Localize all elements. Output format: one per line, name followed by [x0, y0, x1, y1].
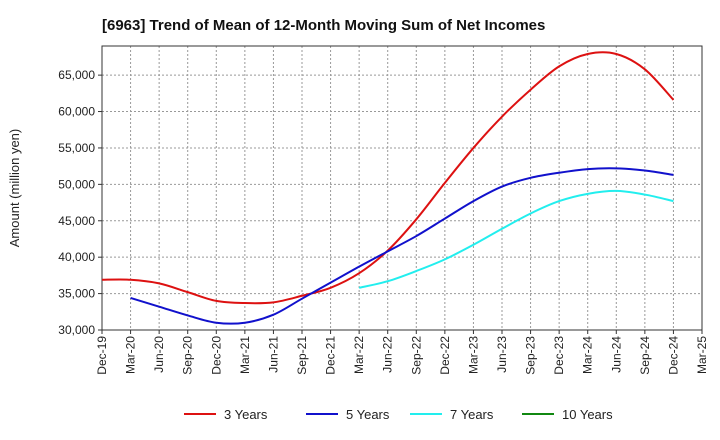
- x-tick-label: Dec-19: [95, 336, 109, 375]
- y-tick-label: 55,000: [58, 141, 95, 155]
- legend-label-7-years: 7 Years: [450, 407, 494, 422]
- y-tick-label: 30,000: [58, 323, 95, 337]
- x-tick-label: Mar-25: [695, 336, 709, 374]
- y-tick-label: 60,000: [58, 105, 95, 119]
- x-tick-label: Jun-24: [609, 336, 623, 373]
- x-tick-label: Sep-22: [409, 336, 423, 375]
- grid: [101, 46, 703, 331]
- x-tick-label: Jun-21: [266, 336, 280, 373]
- x-tick-label: Jun-20: [152, 336, 166, 373]
- x-tick-label: Sep-21: [295, 336, 309, 375]
- x-tick-label: Sep-20: [181, 336, 195, 375]
- x-tick-label: Jun-23: [495, 336, 509, 373]
- x-tick-label: Mar-23: [466, 336, 480, 374]
- series-layer: [101, 51, 675, 325]
- plot-frame: [101, 45, 703, 331]
- x-tick-label: Sep-24: [638, 336, 652, 375]
- series-line-7-years: [358, 189, 674, 289]
- x-tick-label: Dec-24: [666, 336, 680, 375]
- legend-label-5-years: 5 Years: [346, 407, 390, 422]
- x-tick-label: Mar-22: [352, 336, 366, 374]
- x-tick-label: Dec-23: [552, 336, 566, 375]
- y-tick-label: 65,000: [58, 68, 95, 82]
- legend: 3 Years 5 Years 7 Years 10 Years: [184, 407, 613, 422]
- x-tick-label: Mar-24: [581, 336, 595, 374]
- x-axis: Dec-19 Mar-20 Jun-20 Sep-20 Dec-20 Mar-21 Jun-…: [95, 330, 709, 375]
- legend-label-3-years: 3 Years: [224, 407, 268, 422]
- legend-label-10-years: 10 Years: [562, 407, 613, 422]
- y-axis: 30,000 35,000 40,000 45,000 50,000 55,000 60,0…: [58, 68, 102, 337]
- x-tick-label: Mar-21: [238, 336, 252, 374]
- y-axis-label: Amount (million yen): [7, 129, 22, 248]
- x-tick-label: Sep-23: [524, 336, 538, 375]
- x-tick-label: Dec-21: [324, 336, 338, 375]
- x-tick-label: Mar-20: [124, 336, 138, 374]
- series-line-3-years: [101, 51, 675, 305]
- series-line-5-years: [130, 167, 674, 325]
- y-tick-label: 35,000: [58, 287, 95, 301]
- x-tick-label: Dec-20: [209, 336, 223, 375]
- y-tick-label: 40,000: [58, 250, 95, 264]
- x-tick-label: Jun-22: [381, 336, 395, 373]
- y-tick-label: 45,000: [58, 214, 95, 228]
- chart-title: [6963] Trend of Mean of 12-Month Moving …: [102, 17, 545, 34]
- x-tick-label: Dec-22: [438, 336, 452, 375]
- y-tick-label: 50,000: [58, 177, 95, 191]
